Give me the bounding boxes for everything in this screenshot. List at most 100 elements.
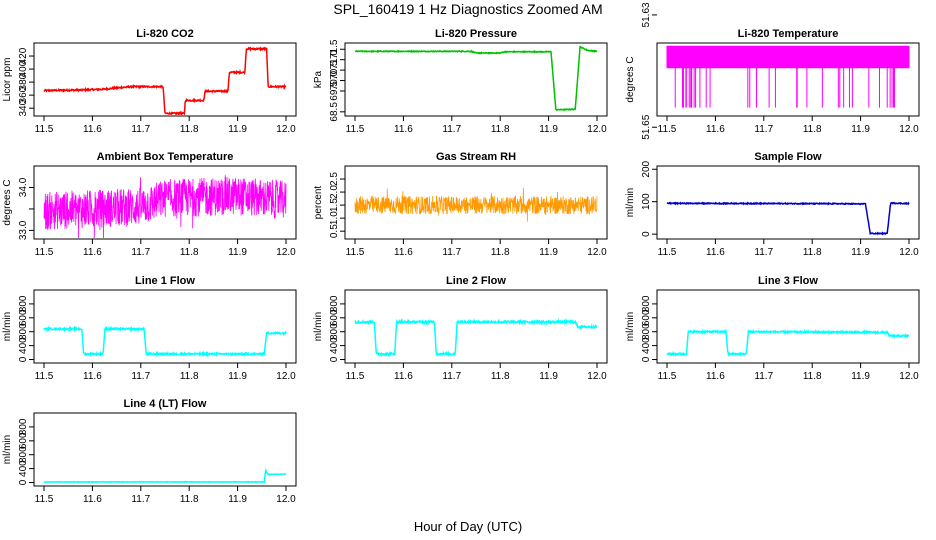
- y-tick-label: 800: [18, 295, 29, 312]
- x-tick-label: 11.9: [851, 371, 870, 382]
- y-tick-label: 0: [329, 356, 340, 362]
- y-tick-label: 0: [18, 356, 29, 362]
- x-tick-label: 11.5: [346, 371, 365, 382]
- plot-frame: [33, 412, 297, 487]
- y-tick-label: 800: [329, 323, 340, 340]
- x-tick-label: 11.8: [803, 247, 822, 258]
- y-tick-label: 1.0: [329, 211, 340, 225]
- panel-title: Ambient Box Temperature: [97, 151, 234, 163]
- panel-3: Li-820 Temperature 11.5 11.6 11.7 11.8 11.9 12…: [625, 2, 920, 140]
- y-axis-label: kPa: [313, 70, 324, 88]
- x-tick-label: 11.7: [442, 124, 461, 135]
- x-tick-label: 11.9: [228, 247, 247, 258]
- series-line: [354, 317, 598, 358]
- x-tick-label: 11.5: [658, 371, 677, 382]
- x-tick-label: 12.0: [276, 124, 296, 135]
- x-tick-label: 11.6: [394, 371, 413, 382]
- panel-5: Gas Stream RH 11.5 11.6 11.7 11.8 11.9 12.0 0.5…: [313, 151, 608, 258]
- y-tick-label: 70.0: [329, 70, 340, 90]
- y-tick-label: 420: [18, 47, 29, 64]
- x-tick-label: 11.5: [346, 247, 365, 258]
- x-tick-label: 11.5: [35, 124, 54, 135]
- x-tick-label: 11.8: [180, 124, 199, 135]
- y-tick-label: 800: [641, 295, 652, 312]
- x-tick-label: 11.7: [754, 247, 773, 258]
- y-tick-label: 400: [18, 60, 29, 77]
- x-tick-label: 11.8: [491, 371, 510, 382]
- panel-title: Sample Flow: [754, 151, 822, 163]
- panel-title: Li-820 CO2: [136, 28, 193, 40]
- x-tick-label: 11.9: [228, 494, 247, 505]
- x-tick-label: 11.6: [706, 247, 725, 258]
- panel-2: Li-820 Pressure 11.5 11.6 11.7 11.8 11.9 12.0 6…: [313, 28, 608, 135]
- y-axis-label: degrees C: [625, 56, 636, 102]
- x-tick-label: 11.8: [803, 124, 822, 135]
- panel-title: Gas Stream RH: [436, 151, 516, 163]
- x-tick-label: 12.0: [899, 371, 919, 382]
- series-line: [43, 175, 287, 238]
- x-tick-label: 11.9: [851, 124, 870, 135]
- x-tick-label: 11.8: [491, 247, 510, 258]
- series-line: [354, 187, 598, 222]
- y-axis-label: ml/min: [625, 188, 636, 217]
- y-tick-label: 34.0: [18, 177, 29, 197]
- panel-title: Line 1 Flow: [135, 275, 195, 287]
- x-tick-label: 11.7: [442, 247, 461, 258]
- x-tick-label: 11.9: [228, 124, 247, 135]
- figure-xlabel: Hour of Day (UTC): [414, 519, 522, 534]
- plot-frame: [656, 289, 920, 364]
- series-line: [666, 328, 910, 358]
- x-tick-label: 11.8: [180, 494, 199, 505]
- y-axis-label: ml/min: [2, 312, 13, 341]
- y-tick-label: 400: [329, 337, 340, 354]
- y-tick-label: 71.5: [329, 39, 340, 59]
- y-tick-label: 51.65: [641, 114, 652, 139]
- y-tick-label: 100: [641, 193, 652, 210]
- x-tick-label: 12.0: [276, 247, 296, 258]
- y-tick-label: 68.5: [329, 102, 340, 122]
- y-axis-label: Licor ppm: [2, 58, 13, 102]
- y-tick-label: 600: [641, 309, 652, 326]
- x-tick-label: 11.8: [180, 371, 199, 382]
- panel-title: Li-820 Pressure: [435, 28, 517, 40]
- y-tick-label: 0.5: [329, 224, 340, 238]
- x-tick-label: 11.8: [491, 124, 510, 135]
- panel-title: Line 2 Flow: [446, 275, 506, 287]
- series-line: [43, 467, 287, 484]
- x-tick-label: 11.9: [539, 247, 558, 258]
- x-tick-label: 11.9: [851, 247, 870, 258]
- x-tick-label: 11.6: [394, 124, 413, 135]
- y-tick-label: 600: [18, 432, 29, 449]
- x-tick-label: 11.7: [131, 371, 150, 382]
- y-tick-label: 0: [18, 479, 29, 485]
- y-axis-label: ml/min: [2, 435, 13, 464]
- y-tick-label: 340: [18, 99, 29, 116]
- x-tick-label: 11.9: [539, 371, 558, 382]
- x-tick-label: 11.6: [706, 124, 725, 135]
- y-tick-label: 0: [641, 231, 652, 237]
- panel-title: Li-820 Temperature: [738, 28, 839, 40]
- x-tick-label: 11.6: [706, 371, 725, 382]
- y-axis-label: degrees C: [2, 179, 13, 225]
- x-tick-label: 12.0: [587, 247, 607, 258]
- plot-frame: [344, 165, 608, 240]
- plot-frame: [33, 42, 297, 117]
- y-tick-label: 800: [18, 418, 29, 435]
- series-line: [43, 325, 287, 358]
- x-tick-label: 11.6: [83, 494, 102, 505]
- plot-frame: [33, 165, 297, 240]
- x-tick-label: 12.0: [587, 124, 607, 135]
- x-tick-label: 11.6: [83, 247, 102, 258]
- x-tick-label: 11.7: [754, 371, 773, 382]
- series-line: [43, 46, 287, 115]
- plot-frame: [656, 42, 920, 117]
- x-tick-label: 11.7: [442, 371, 461, 382]
- panel-6: Sample Flow 11.5 11.6 11.7 11.8 11.9 12.0 0 100 2…: [625, 151, 920, 258]
- x-tick-label: 11.9: [228, 371, 247, 382]
- panel-1: Li-820 CO2 11.5 11.6 11.7 11.8 11.9 12.0 340360…: [2, 28, 297, 135]
- panel-title: Line 3 Flow: [758, 275, 818, 287]
